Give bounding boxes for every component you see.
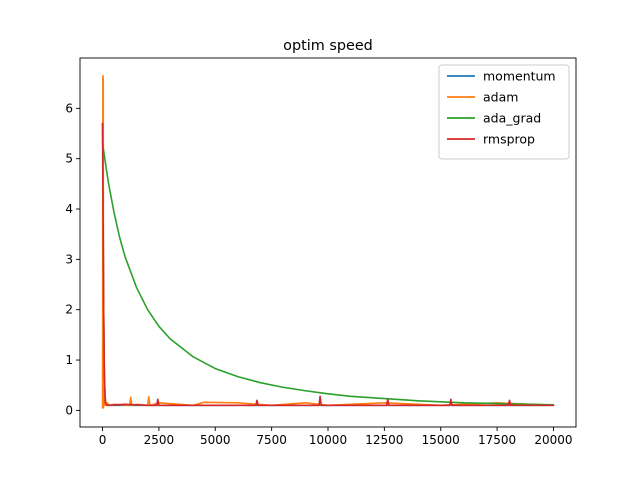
legend-label-ada-grad: ada_grad bbox=[483, 111, 541, 126]
legend-label-momentum: momentum bbox=[483, 69, 556, 84]
x-tick-label: 5000 bbox=[200, 433, 231, 447]
axes-layer: 0 2500 5000 7500 10000 12500 15000 17500 20000 0 1… bbox=[65, 57, 577, 447]
legend-label-adam: adam bbox=[483, 90, 518, 105]
y-tick-label: 2 bbox=[65, 303, 73, 317]
series-line-momentum bbox=[101, 122, 555, 407]
y-tick-label: 6 bbox=[65, 101, 73, 115]
y-tick-label: 4 bbox=[65, 202, 73, 216]
x-tick-label: 2500 bbox=[144, 433, 175, 447]
legend-label-rmsprop: rmsprop bbox=[483, 132, 535, 147]
series-layer bbox=[101, 74, 555, 409]
x-tick-label: 7500 bbox=[256, 433, 287, 447]
x-tick-label: 17500 bbox=[478, 433, 516, 447]
series-line-ada-grad bbox=[101, 142, 555, 406]
series-line-rmsprop bbox=[101, 122, 555, 407]
x-tick-label: 0 bbox=[99, 433, 107, 447]
legend-box bbox=[438, 64, 570, 160]
x-tick-label: 10000 bbox=[309, 433, 347, 447]
x-tick-label: 12500 bbox=[365, 433, 403, 447]
x-tick-label: 20000 bbox=[534, 433, 572, 447]
x-tick-label: 15000 bbox=[422, 433, 460, 447]
y-tick-label: 0 bbox=[65, 403, 73, 417]
y-tick-label: 1 bbox=[65, 353, 73, 367]
y-tick-label: 5 bbox=[65, 152, 73, 166]
chart-title: optim speed bbox=[283, 38, 373, 54]
y-tick-label: 3 bbox=[65, 252, 73, 266]
